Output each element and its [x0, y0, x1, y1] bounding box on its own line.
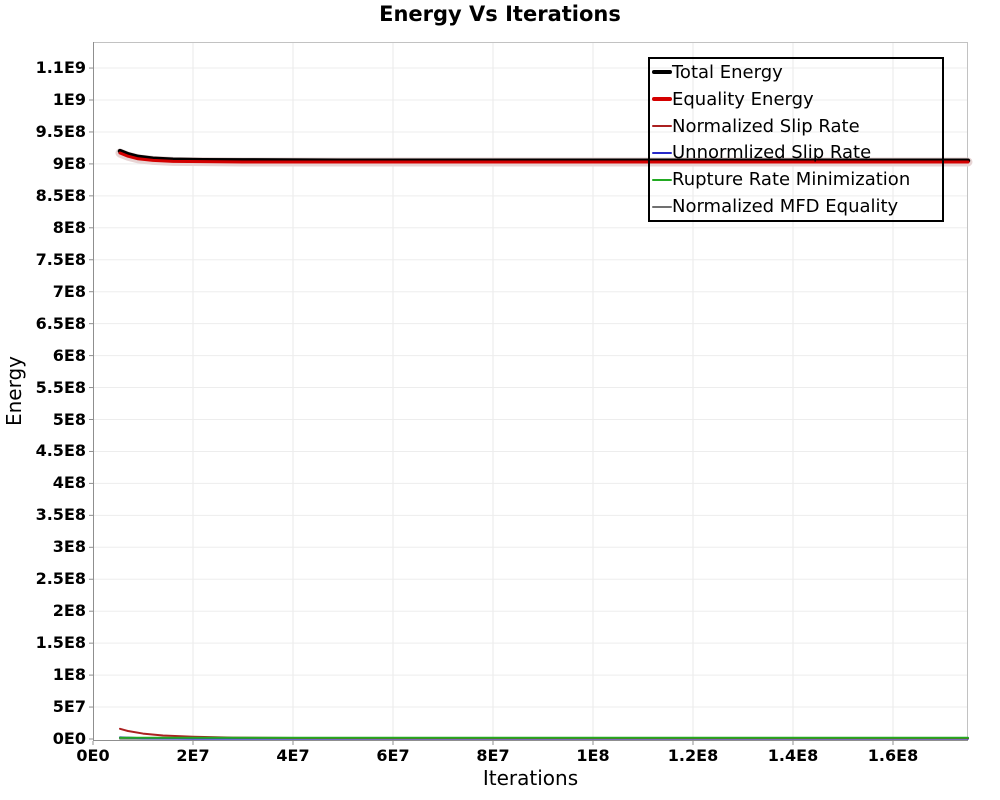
x-tick-label: 1.2E8 [667, 746, 719, 765]
y-tick-label: 9.5E8 [35, 121, 86, 141]
y-tick-label: 5.5E8 [35, 377, 86, 397]
y-tick-label: 5E7 [52, 697, 86, 717]
y-tick-label: 5E8 [52, 409, 86, 429]
legend-item-normalized-slip-rate: Normalized Slip Rate [650, 113, 942, 140]
y-tick-label: 4E8 [52, 473, 86, 493]
y-tick-label: 7.5E8 [35, 249, 86, 269]
legend-item-total-energy: Total Energy [650, 59, 942, 86]
x-tick-label: 8E7 [476, 746, 510, 765]
y-tick-label: 0E0 [52, 729, 86, 748]
y-tick-label: 8E8 [52, 217, 86, 237]
legend-swatch [652, 70, 672, 75]
y-tick-label: 7E8 [52, 281, 86, 301]
legend-label: Normalized Slip Rate [672, 115, 860, 137]
y-tick-label: 1.5E8 [35, 633, 86, 653]
legend-swatch [652, 178, 672, 181]
legend: Total Energy Equality Energy Normalized Sl… [648, 57, 944, 222]
y-tick-label: 2.5E8 [35, 569, 86, 589]
legend-label: Total Energy [672, 61, 783, 83]
y-tick-label: 1E9 [52, 90, 86, 109]
legend-item-normalized-mfd-equality: Normalized MFD Equality [650, 193, 942, 220]
x-tick-label: 1.4E8 [767, 746, 819, 765]
x-tick-label: 4E7 [276, 746, 310, 765]
y-tick-label: 3.5E8 [35, 505, 86, 525]
y-tick-label: 1.1E9 [35, 58, 86, 78]
y-tick-label: 2E8 [52, 601, 86, 621]
legend-label: Normalized MFD Equality [672, 196, 899, 218]
plot-area [89, 42, 973, 745]
legend-swatch [652, 97, 672, 102]
chart-title: Energy Vs Iterations [379, 2, 621, 26]
y-tick-label: 6.5E8 [35, 313, 86, 333]
x-tick-label: 1E8 [576, 746, 610, 765]
y-tick-label: 8.5E8 [35, 185, 86, 205]
legend-label: Rupture Rate Minimization [672, 169, 911, 191]
legend-swatch [652, 151, 672, 154]
legend-label: Equality Energy [672, 88, 814, 110]
legend-item-unnormlized-slip-rate: Unnormlized Slip Rate [650, 139, 942, 166]
legend-item-equality-energy: Equality Energy [650, 86, 942, 113]
x-tick-label: 6E7 [376, 746, 410, 765]
legend-swatch [652, 205, 672, 208]
legend-label: Unnormlized Slip Rate [672, 142, 872, 164]
y-tick-label: 6E8 [52, 345, 86, 365]
x-axis-label: Iterations [482, 766, 579, 790]
x-tick-label: 2E7 [176, 746, 210, 765]
legend-swatch [652, 125, 672, 128]
legend-item-rupture-rate-minimization: Rupture Rate Minimization [650, 166, 942, 193]
x-tick-label: 1.6E8 [867, 746, 919, 765]
x-tick-label: 0E0 [76, 746, 110, 765]
series-line-equality-energy [118, 151, 970, 164]
y-tick-label: 3E8 [52, 537, 86, 557]
y-tick-label: 4.5E8 [35, 441, 86, 461]
y-tick-label: 9E8 [52, 153, 86, 173]
y-tick-label: 1E8 [52, 665, 86, 685]
